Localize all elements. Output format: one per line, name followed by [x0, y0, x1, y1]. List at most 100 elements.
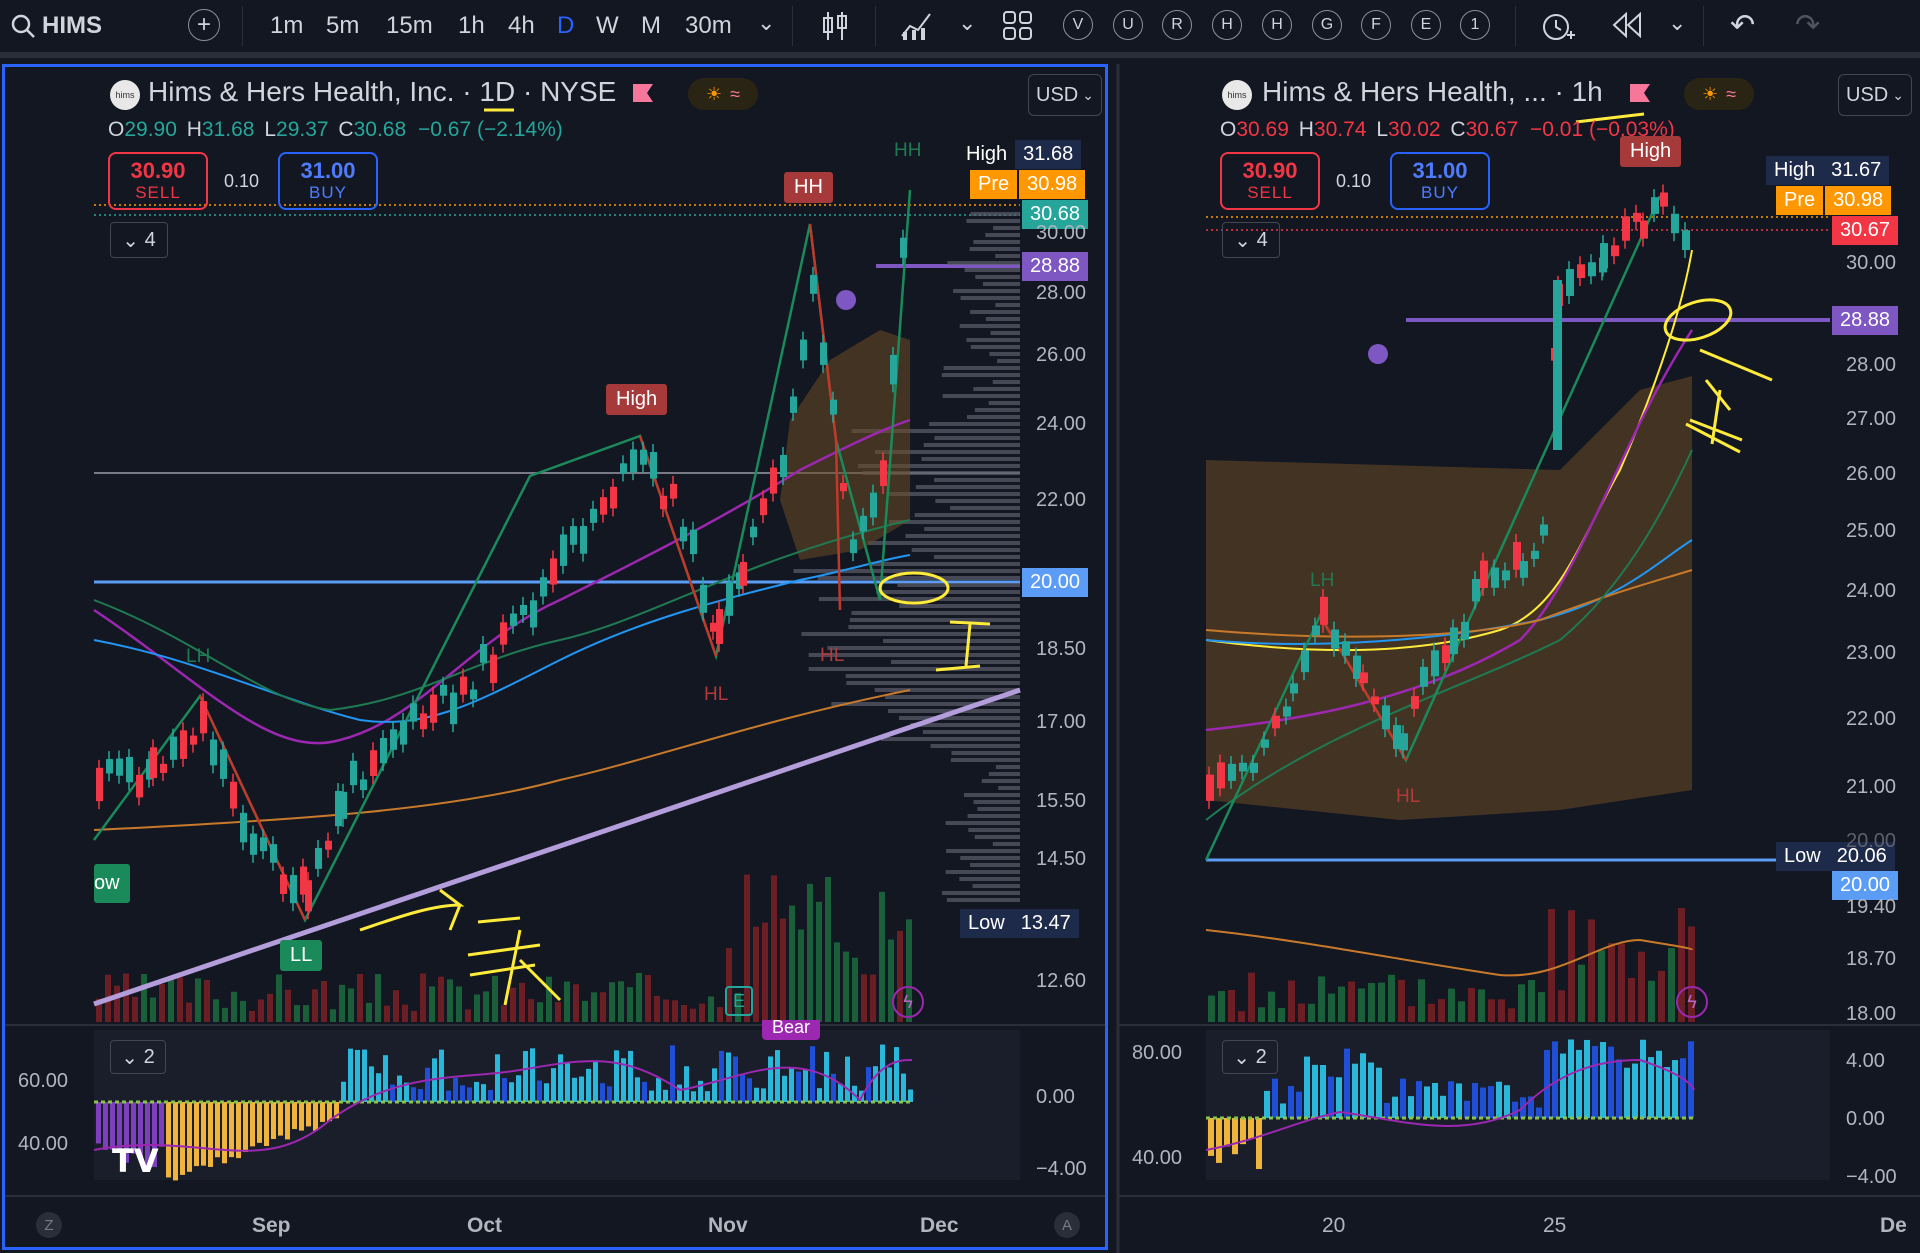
- chevron-down-icon[interactable]: ⌄: [1668, 10, 1687, 35]
- osc-bar: [1640, 1039, 1646, 1118]
- volume-bar: [1428, 1003, 1435, 1022]
- indicator-r-button[interactable]: R: [1162, 10, 1192, 40]
- y-tick: 27.00: [1846, 408, 1897, 430]
- indicator-e-button[interactable]: E: [1411, 10, 1441, 40]
- premarket-label: Pre: [970, 170, 1018, 199]
- timeframe-W[interactable]: W: [596, 12, 619, 39]
- osc-bar: [1424, 1086, 1430, 1118]
- osc-bar: [1576, 1049, 1582, 1118]
- osc-bar: [1624, 1067, 1630, 1118]
- indicator-f-button[interactable]: F: [1361, 10, 1391, 40]
- collapse-indicators-button[interactable]: ⌄ 4: [110, 222, 168, 258]
- chevron-down-icon[interactable]: ⌄: [958, 10, 977, 35]
- timeframe-4h[interactable]: 4h: [508, 12, 535, 39]
- buy-button[interactable]: 31.00 BUY: [1390, 152, 1490, 210]
- volume-bar: [1488, 999, 1495, 1022]
- low-tag-label: Low: [960, 909, 1013, 938]
- currency-label: USD: [1036, 83, 1079, 106]
- symbol-search-button[interactable]: HIMS: [10, 8, 102, 44]
- indicator-g-button[interactable]: G: [1312, 10, 1342, 40]
- candle-body: [1431, 650, 1439, 677]
- collapse-oscillator-button[interactable]: ⌄ 2: [110, 1040, 166, 1074]
- indicator-count: 2: [143, 1045, 155, 1068]
- osc-bar: [1208, 1118, 1214, 1156]
- y-tick: 18.50: [1036, 638, 1087, 660]
- layout-grid-icon[interactable]: [1002, 10, 1034, 42]
- osc-bar: [1360, 1053, 1366, 1118]
- volume-bar: [1558, 990, 1565, 1022]
- indicator-u-button[interactable]: U: [1113, 10, 1143, 40]
- timeframe-M[interactable]: M: [641, 12, 661, 39]
- volume-bar: [1618, 943, 1625, 1022]
- auto-scale-z-button[interactable]: Z: [36, 1212, 62, 1238]
- y-tick: 22.00: [1846, 708, 1897, 730]
- osc-bar: [1440, 1095, 1446, 1118]
- osc-bar: [1248, 1118, 1254, 1140]
- osc-right-tick: 0.00: [1036, 1086, 1075, 1108]
- chevron-down-icon[interactable]: ⌄: [757, 10, 776, 35]
- candle-body: [1272, 715, 1280, 729]
- earnings-icon[interactable]: E: [725, 986, 753, 1016]
- lightning-icon[interactable]: ϟ: [892, 986, 924, 1018]
- timeframe-15m[interactable]: 15m: [386, 12, 433, 39]
- replay-icon[interactable]: [1612, 12, 1642, 38]
- currency-select[interactable]: USD ⌄: [1028, 74, 1102, 116]
- redo-icon[interactable]: ↷: [1795, 9, 1821, 42]
- timeframe-D[interactable]: D: [557, 12, 575, 39]
- indicator-v-button[interactable]: V: [1063, 10, 1093, 40]
- candle-body: [1331, 629, 1339, 649]
- indicator-1-button[interactable]: 1: [1460, 10, 1490, 40]
- alert-clock-icon[interactable]: [1540, 8, 1576, 44]
- timeframe-30m[interactable]: 30m: [685, 12, 732, 39]
- currency-select[interactable]: USD ⌄: [1838, 74, 1912, 116]
- high-marker[interactable]: High: [606, 384, 668, 415]
- candle-body: [1261, 739, 1269, 748]
- osc-left-tick: 80.00: [1132, 1042, 1183, 1064]
- volume-bar: [1208, 995, 1215, 1022]
- market-status-badge[interactable]: ☀ ≈: [688, 78, 758, 110]
- timeframe-5m[interactable]: 5m: [326, 12, 360, 39]
- osc-bar: [1584, 1039, 1590, 1118]
- market-status-badge[interactable]: ☀ ≈: [1684, 78, 1754, 110]
- auto-scale-a-button[interactable]: A: [1054, 1212, 1080, 1238]
- indicators-icon[interactable]: [900, 10, 934, 42]
- low-value: 29.37: [276, 118, 329, 141]
- chart-title[interactable]: Hims & Hers Health, Inc. · 1D · NYSE: [148, 76, 617, 107]
- hh-marker[interactable]: HH: [784, 172, 833, 203]
- collapse-indicators-button[interactable]: ⌄ 4: [1222, 222, 1280, 258]
- osc-bar: [1648, 1057, 1654, 1118]
- volume-bar: [1238, 1011, 1245, 1022]
- candle-body: [1250, 762, 1258, 773]
- volume-bar: [1658, 970, 1665, 1022]
- alarm-clock-icon[interactable]: [1368, 344, 1388, 364]
- candle-body: [1411, 696, 1419, 709]
- flag-icon[interactable]: [1628, 82, 1652, 106]
- volume-bar: [1458, 1001, 1465, 1022]
- timeframe-1h[interactable]: 1h: [458, 12, 485, 39]
- low-tag: Low 13.47: [960, 909, 1079, 938]
- collapse-oscillator-button[interactable]: ⌄ 2: [1222, 1040, 1278, 1074]
- candle-body: [1420, 666, 1428, 687]
- tradingview-logo: TV: [112, 1142, 159, 1180]
- annotation-circle: [1663, 298, 1733, 342]
- alarm-clock-icon[interactable]: [836, 290, 856, 310]
- sell-button[interactable]: 30.90 SELL: [108, 152, 208, 210]
- ll-marker[interactable]: LL: [280, 940, 323, 971]
- buy-button[interactable]: 31.00 BUY: [278, 152, 378, 210]
- osc-bar: [1504, 1085, 1510, 1118]
- chart-title[interactable]: Hims & Hers Health, ... · 1h: [1262, 76, 1603, 107]
- high-marker[interactable]: High: [1620, 136, 1682, 167]
- sell-button[interactable]: 30.90 SELL: [1220, 152, 1320, 210]
- flag-icon[interactable]: [631, 82, 655, 106]
- osc-left-tick: 40.00: [18, 1133, 69, 1155]
- lightning-icon[interactable]: ϟ: [1676, 986, 1708, 1018]
- timeframe-1m[interactable]: 1m: [270, 12, 304, 39]
- add-symbol-button[interactable]: +: [188, 9, 220, 41]
- undo-icon[interactable]: ↶: [1730, 9, 1756, 42]
- wave-icon: ≈: [730, 83, 741, 104]
- indicator-h-button[interactable]: H: [1212, 10, 1242, 40]
- spread-value: 0.10: [224, 171, 260, 191]
- indicator-h2-button[interactable]: H: [1262, 10, 1292, 40]
- low-marker[interactable]: ow: [94, 864, 130, 903]
- candles-icon[interactable]: [820, 10, 850, 42]
